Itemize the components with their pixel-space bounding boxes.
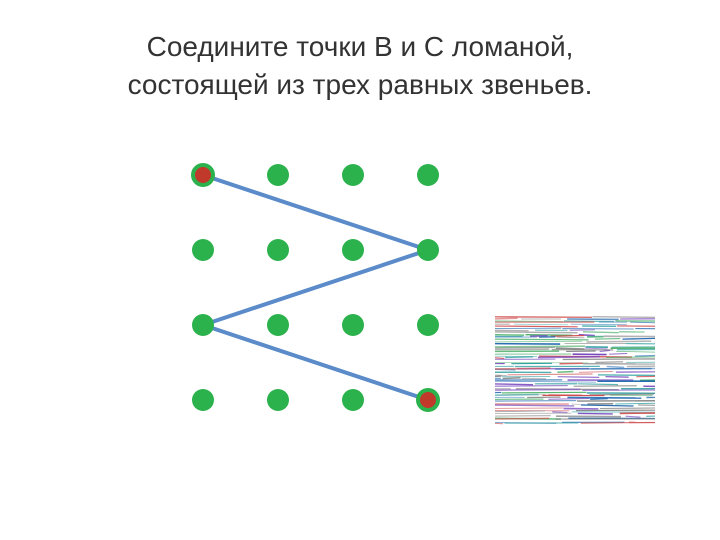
polyline-layer <box>203 175 428 400</box>
grid-dot <box>192 389 214 411</box>
grid-dot <box>342 389 364 411</box>
grid-dot <box>267 239 289 261</box>
noise-svg <box>495 315 655 425</box>
grid-dot <box>192 239 214 261</box>
grid-dot <box>417 239 439 261</box>
grid-dot <box>342 314 364 336</box>
grid-dot <box>417 314 439 336</box>
noise-decoration <box>495 315 655 425</box>
grid-dot <box>342 239 364 261</box>
grid-dot <box>342 164 364 186</box>
solution-polyline <box>203 175 428 400</box>
grid-dot <box>192 314 214 336</box>
endpoint-dot <box>193 165 213 185</box>
grid-dot <box>417 164 439 186</box>
dot-grid-diagram <box>0 0 720 540</box>
endpoint-dot <box>418 390 438 410</box>
grid-dot <box>267 164 289 186</box>
grid-dot <box>267 389 289 411</box>
grid-dot <box>267 314 289 336</box>
